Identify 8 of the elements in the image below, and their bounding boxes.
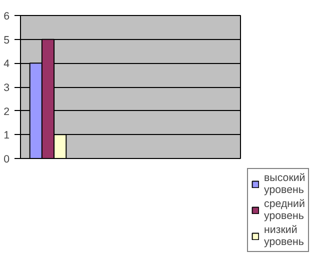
y-tick-label: 1: [4, 130, 10, 142]
y-tick-label: 3: [4, 82, 10, 94]
y-tick-label: 0: [4, 154, 10, 166]
legend-label: низкий уровень: [264, 224, 304, 248]
y-tick-label: 4: [4, 58, 10, 70]
y-tick-label: 6: [4, 10, 10, 22]
y-tick-label: 2: [4, 106, 10, 118]
y-tick-label: 5: [4, 34, 10, 46]
